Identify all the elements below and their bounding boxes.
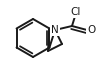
Text: O: O [87, 25, 95, 35]
Text: Cl: Cl [71, 7, 81, 17]
Text: N: N [51, 25, 59, 35]
